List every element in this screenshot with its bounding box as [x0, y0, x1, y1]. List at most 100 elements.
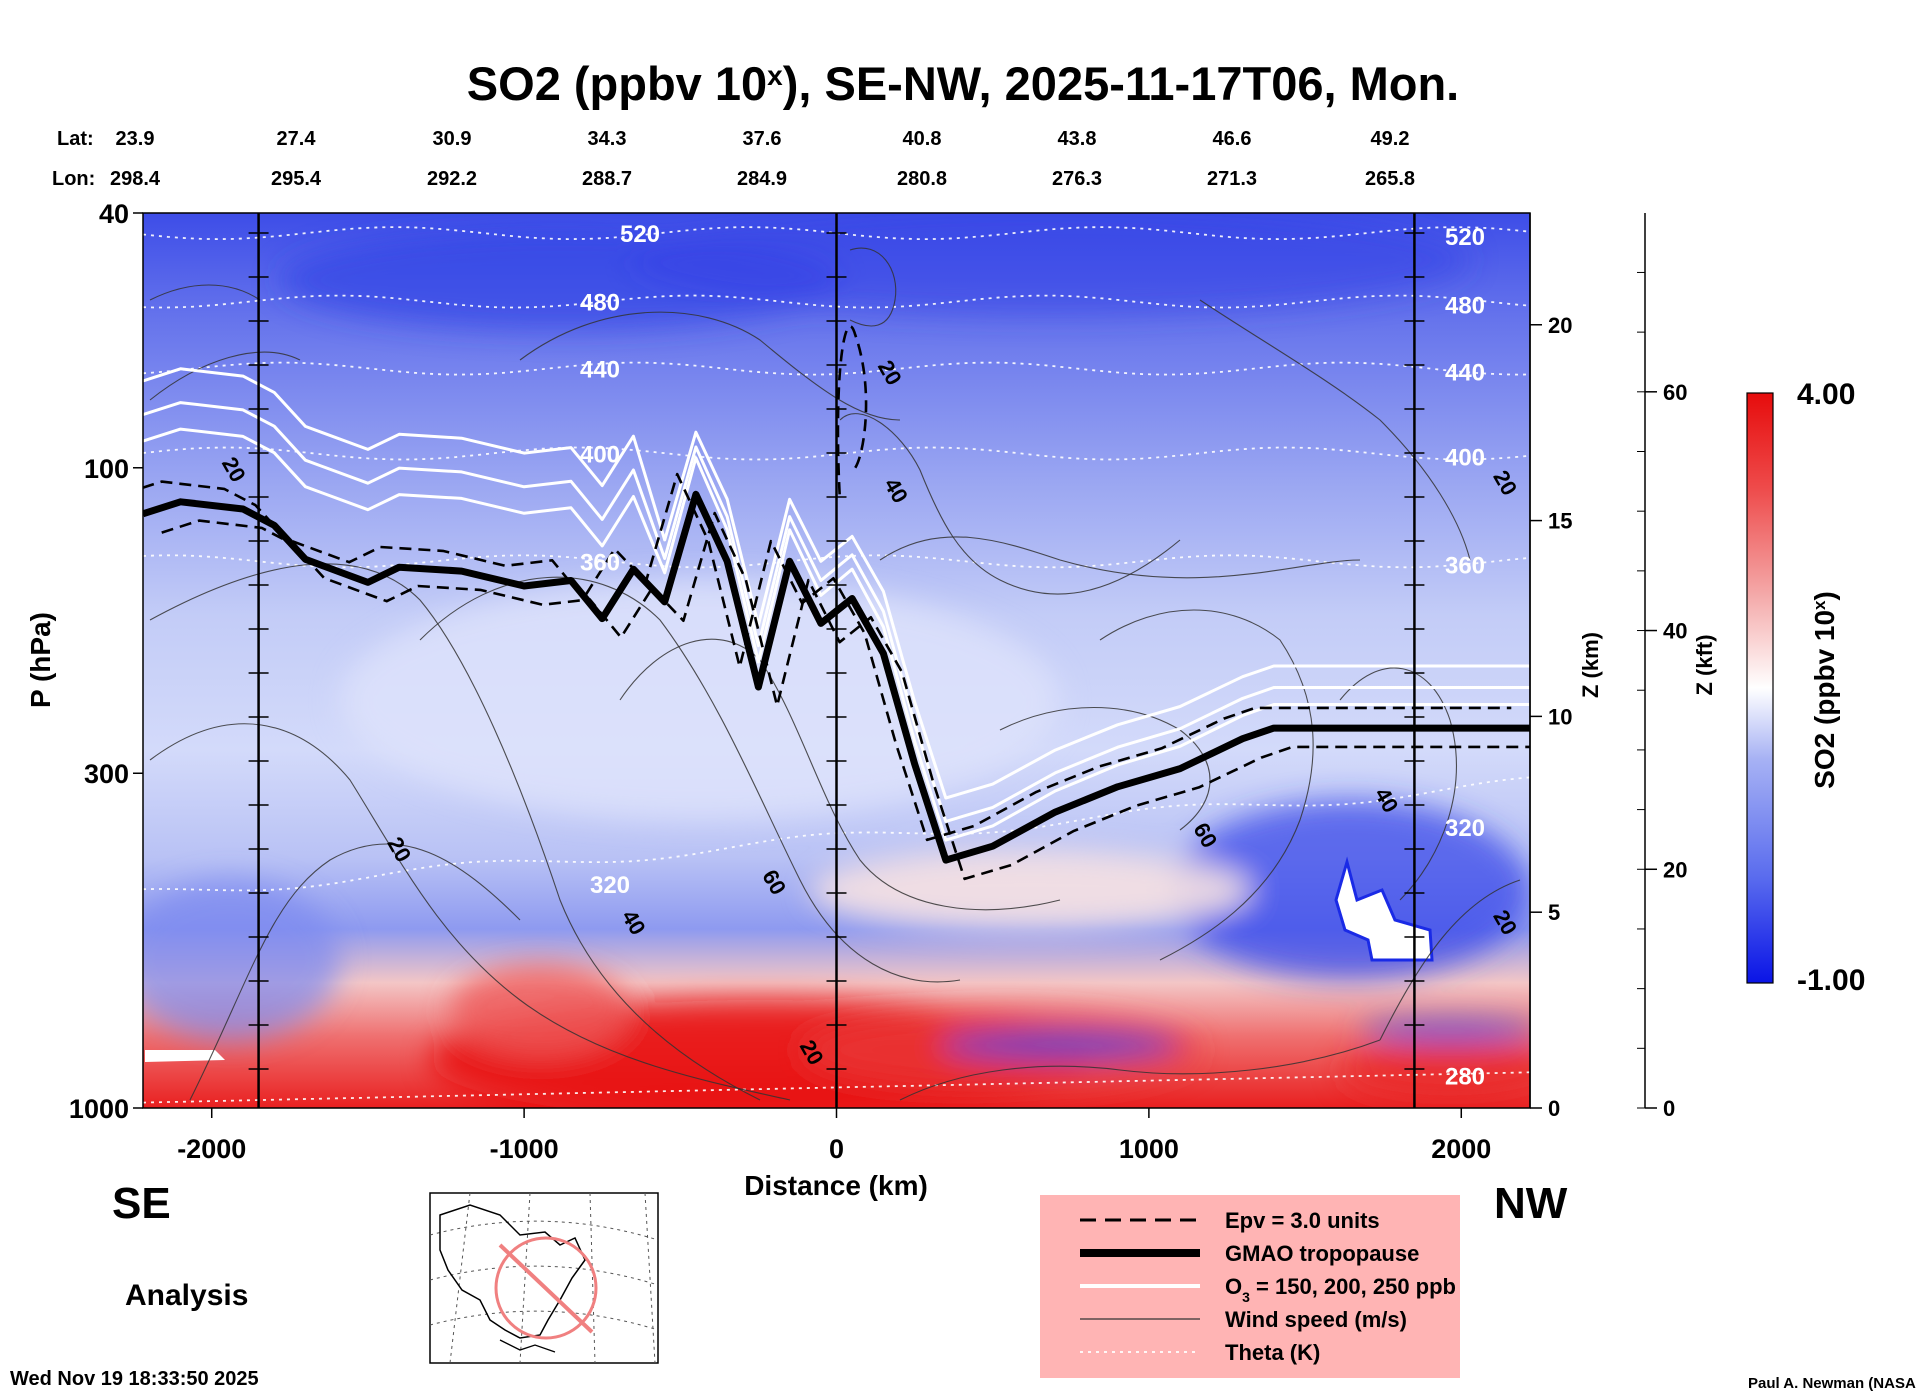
- lon-value: 292.2: [427, 168, 477, 190]
- z-km-axis-label: Z (km): [1578, 632, 1603, 698]
- ozone-contour: [143, 401, 1530, 823]
- legend-label: Wind speed (m/s): [1225, 1307, 1407, 1332]
- epv-contours: [143, 325, 1530, 881]
- z-km-tick-label: 0: [1548, 1096, 1560, 1121]
- wind-contour: [149, 351, 301, 401]
- x-tick-label: 0: [829, 1134, 844, 1164]
- vertical-section-lines: [248, 213, 1425, 1108]
- lon-value: 276.3: [1052, 168, 1102, 190]
- z-kft-tick-label: 0: [1663, 1096, 1675, 1121]
- colorbar-min-label: -1.00: [1797, 964, 1865, 997]
- y-tick-label: 40: [99, 199, 129, 229]
- analysis-label: Analysis: [125, 1279, 248, 1312]
- epv-contour: [143, 472, 1512, 842]
- lon-value: 280.8: [897, 168, 947, 190]
- colorbar-max-label: 4.00: [1797, 378, 1855, 411]
- theta-label: 520: [620, 221, 660, 248]
- tropopause-line: [143, 490, 1530, 864]
- lat-value: 40.8: [903, 128, 942, 150]
- ozone-contour: [143, 367, 1530, 800]
- inset-map-caribbean: [499, 1339, 556, 1353]
- legend: Epv = 3.0 units GMAO tropopause O3 = 150, …: [1040, 1195, 1460, 1378]
- legend-label: O3 = 150, 200, 250 ppb: [1225, 1274, 1456, 1305]
- direction-nw: NW: [1494, 1179, 1568, 1228]
- z-km-axis: 0 5 10 15 20: [1529, 213, 1572, 1121]
- epv-contour-upper: [836, 325, 868, 495]
- wind-contour: [149, 284, 261, 301]
- x-axis-label: Distance (km): [744, 1170, 928, 1201]
- wind-contour: [879, 536, 1361, 579]
- theta-label-right: 480: [1445, 293, 1485, 320]
- y-tick-label: 300: [84, 759, 129, 789]
- lat-value: 23.9: [116, 128, 155, 150]
- inset-map-section-line: [498, 1243, 594, 1334]
- theta-label: 320: [590, 872, 630, 899]
- wind-contour: [839, 413, 1181, 595]
- theta-label-right: 520: [1445, 224, 1485, 251]
- lon-value: 295.4: [271, 168, 322, 190]
- colorbar-label: SO2 (ppbv 10x): [1809, 591, 1840, 789]
- wind-contour: [189, 843, 521, 1101]
- legend-item-white: O3 = 150, 200, 250 ppb: [1080, 1274, 1456, 1305]
- z-kft-tick-label: 20: [1663, 857, 1687, 882]
- theta-label-right: 400: [1445, 445, 1485, 472]
- y-tick-label: 1000: [69, 1094, 129, 1124]
- wind-contour: [849, 247, 897, 327]
- inset-map-coastline: [439, 1204, 586, 1339]
- z-km-tick-label: 15: [1548, 509, 1572, 534]
- inset-map-graticule: [429, 1192, 659, 1364]
- y-axis-label: P (hPa): [25, 612, 56, 708]
- x-axis: -2000 -1000 0 1000 2000: [177, 1108, 1491, 1164]
- lon-header-label: Lon:: [52, 168, 95, 190]
- wind-contour: [899, 1039, 1381, 1101]
- theta-label: 400: [580, 442, 620, 469]
- z-kft-tick-label: 40: [1663, 619, 1687, 644]
- z-kft-axis: 0 20 40 60: [1637, 213, 1687, 1121]
- lat-value: 34.3: [588, 128, 627, 150]
- legend-label: Theta (K): [1225, 1340, 1320, 1365]
- wind-contour: [419, 576, 961, 983]
- lat-value: 27.4: [277, 128, 317, 150]
- inset-map-region-circle: [494, 1236, 598, 1340]
- z-kft-tick-label: 60: [1663, 380, 1687, 405]
- lat-value: 49.2: [1371, 128, 1410, 150]
- z-kft-axis-label: Z (kft): [1692, 634, 1717, 695]
- lat-value: 30.9: [433, 128, 472, 150]
- theta-label-right: 280: [1445, 1063, 1485, 1090]
- legend-label: GMAO tropopause: [1225, 1241, 1419, 1266]
- wind-contour: [1199, 299, 1471, 561]
- inset-map: [429, 1192, 659, 1364]
- ozone-contour: [143, 427, 1530, 842]
- theta-label-right: 360: [1445, 552, 1485, 579]
- so2-masked-patch-sw: [145, 1050, 225, 1062]
- wind-contour: [1339, 667, 1457, 901]
- y-tick-label: 100: [84, 454, 129, 484]
- direction-se: SE: [112, 1179, 171, 1228]
- lon-values: 298.4 295.4 292.2 288.7 284.9 280.8 276.3 271.3…: [110, 168, 1415, 190]
- colorbar: [1746, 392, 1774, 984]
- ozone-contours: [143, 367, 1530, 842]
- y-axis-pressure: 40 100 300 1000: [69, 199, 143, 1124]
- timestamp: Wed Nov 19 18:33:50 2025: [10, 1368, 259, 1390]
- lon-value: 284.9: [737, 168, 787, 190]
- lat-value: 46.6: [1213, 128, 1252, 150]
- wind-contour: [619, 638, 1061, 911]
- theta-label: 480: [580, 290, 620, 317]
- z-km-tick-label: 5: [1548, 900, 1560, 925]
- wind-contour: [149, 563, 761, 1101]
- z-km-tick-label: 20: [1548, 313, 1572, 338]
- x-tick-label: -2000: [177, 1134, 246, 1164]
- x-tick-label: 2000: [1431, 1134, 1491, 1164]
- legend-item-thick: GMAO tropopause: [1080, 1241, 1419, 1266]
- legend-item-thin: Wind speed (m/s): [1080, 1307, 1407, 1332]
- epv-contour: [161, 511, 1530, 881]
- legend-item-dashed: Epv = 3.0 units: [1080, 1208, 1380, 1233]
- wind-contour: [519, 311, 901, 421]
- legend-item-dotted: Theta (K): [1080, 1340, 1320, 1365]
- theta-label-right: 320: [1445, 815, 1485, 842]
- x-tick-label: 1000: [1119, 1134, 1179, 1164]
- lon-value: 288.7: [582, 168, 632, 190]
- chart-title: SO2 (ppbv 10x), SE-NW, 2025-11-17T06, Mo…: [467, 57, 1459, 110]
